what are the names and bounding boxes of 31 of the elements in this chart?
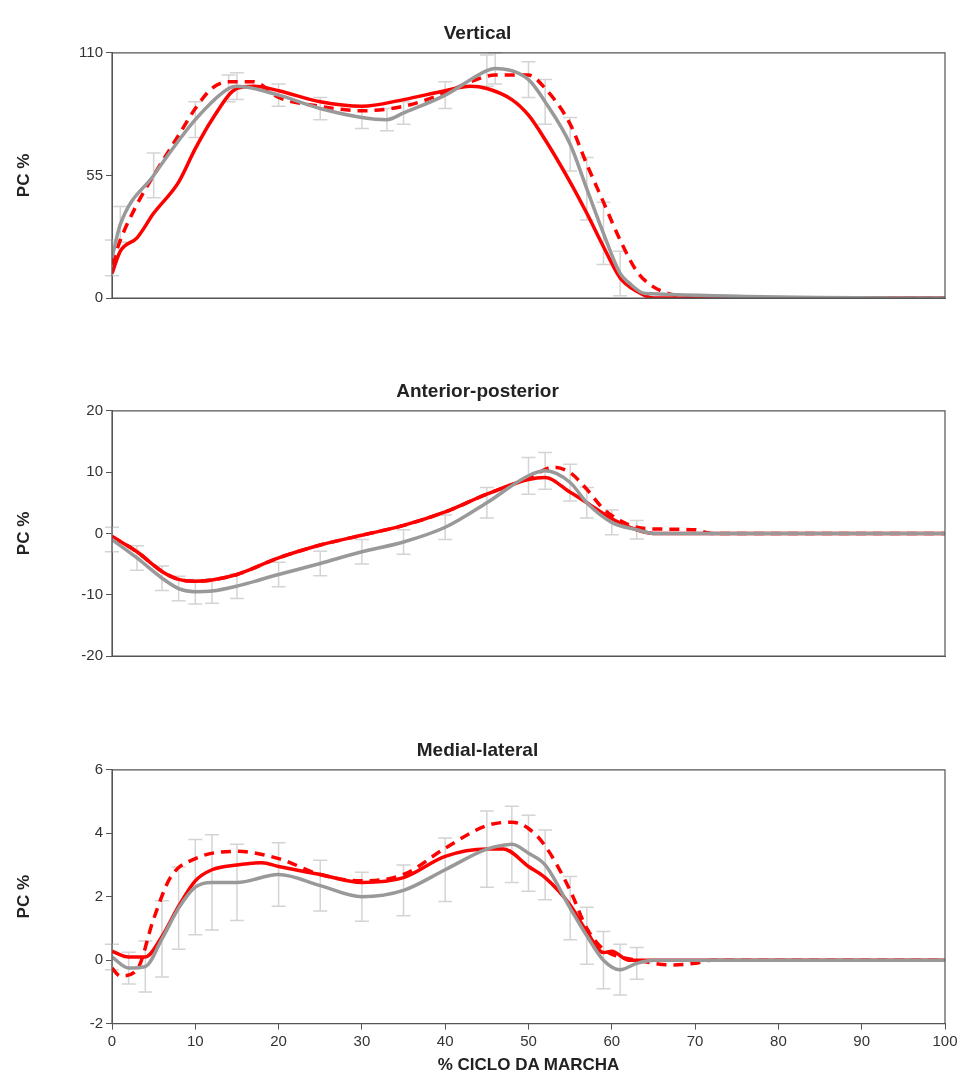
x-tick-label: 30 <box>353 1031 371 1049</box>
x-tick-label: 0 <box>107 1031 117 1049</box>
y-tick-label: 4 <box>94 823 103 841</box>
y-tick-label: 6 <box>94 759 103 777</box>
y-tick-label: 2 <box>94 886 103 904</box>
y-tick-label: 0 <box>94 950 103 968</box>
x-tick-label: 50 <box>520 1031 537 1049</box>
x-tick-label: 40 <box>436 1031 454 1049</box>
y-tick-label: 110 <box>79 42 103 60</box>
x-tick-label: 100 <box>932 1031 958 1049</box>
x-tick-label: 60 <box>603 1031 621 1049</box>
x-tick-label: 20 <box>270 1031 287 1049</box>
y-axis-title: PC % <box>13 511 33 556</box>
y-tick-label: -10 <box>81 584 103 602</box>
y-tick-label: 55 <box>86 165 103 183</box>
y-tick-label: 10 <box>86 462 103 480</box>
chart-title: Medial-lateral <box>416 738 539 760</box>
chart-title: Vertical <box>443 21 512 43</box>
y-tick-label: 20 <box>86 400 103 418</box>
x-tick-label: 10 <box>186 1031 204 1049</box>
x-tick-label: 80 <box>770 1031 787 1049</box>
y-axis-title: PC % <box>13 153 33 198</box>
y-axis-title: PC % <box>13 874 33 919</box>
x-tick-label: 70 <box>686 1031 704 1049</box>
x-tick-label: 90 <box>853 1031 871 1049</box>
chart-title: Anterior-posterior <box>396 379 560 401</box>
y-tick-label: 0 <box>94 288 103 306</box>
x-axis-title: % CICLO DA MARCHA <box>437 1055 620 1075</box>
y-tick-label: -2 <box>89 1013 103 1031</box>
y-tick-label: 0 <box>94 523 103 541</box>
y-tick-label: -20 <box>81 646 103 664</box>
